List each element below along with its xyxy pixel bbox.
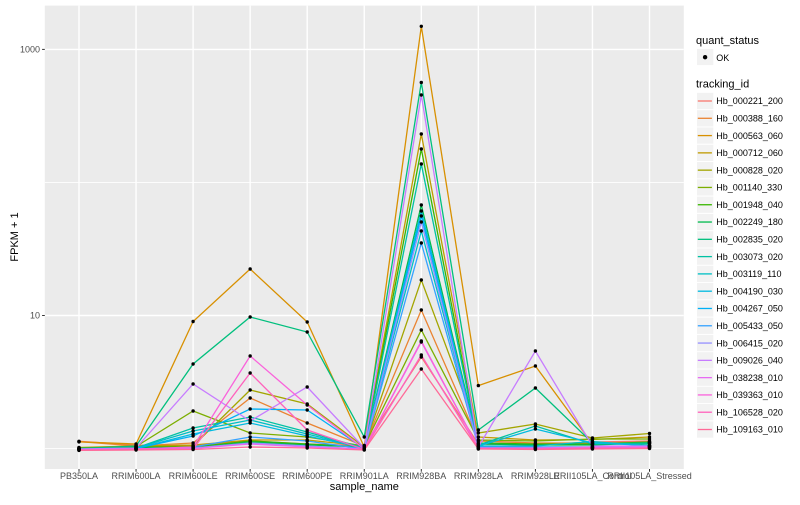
svg-text:Hb_003119_110: Hb_003119_110 — [716, 269, 781, 279]
svg-text:10: 10 — [30, 311, 40, 321]
svg-text:Hb_002835_020: Hb_002835_020 — [716, 235, 783, 245]
svg-text:Hb_006415_020: Hb_006415_020 — [716, 338, 783, 348]
svg-text:Hb_038238_010: Hb_038238_010 — [716, 373, 783, 383]
svg-text:Hb_005433_050: Hb_005433_050 — [716, 321, 783, 331]
svg-text:OK: OK — [716, 53, 729, 63]
svg-text:RRIM600PE: RRIM600PE — [282, 471, 332, 481]
svg-text:Hb_001948_040: Hb_001948_040 — [716, 200, 783, 210]
svg-text:quant_status: quant_status — [696, 35, 759, 47]
svg-text:Hb_004190_030: Hb_004190_030 — [716, 286, 783, 296]
svg-text:Hb_000712_060: Hb_000712_060 — [716, 148, 783, 158]
svg-text:FPKM + 1: FPKM + 1 — [9, 212, 21, 261]
svg-text:Hb_000221_200: Hb_000221_200 — [716, 96, 783, 106]
svg-text:Hb_039363_010: Hb_039363_010 — [716, 390, 783, 400]
svg-text:RRIM600LA: RRIM600LA — [112, 471, 161, 481]
svg-text:Hb_009026_040: Hb_009026_040 — [716, 356, 783, 366]
svg-text:RRII105LA_Stressed: RRII105LA_Stressed — [607, 471, 692, 481]
svg-text:RRIM928BA: RRIM928BA — [396, 471, 446, 481]
svg-text:PB350LA: PB350LA — [60, 471, 98, 481]
svg-text:Hb_109163_010: Hb_109163_010 — [716, 425, 783, 435]
svg-text:Hb_000828_020: Hb_000828_020 — [716, 165, 783, 175]
svg-text:Hb_000563_060: Hb_000563_060 — [716, 131, 783, 141]
svg-text:Hb_106528_020: Hb_106528_020 — [716, 407, 783, 417]
svg-text:sample_name: sample_name — [330, 481, 399, 493]
svg-text:RRIM901LA: RRIM901LA — [340, 471, 389, 481]
svg-text:1000: 1000 — [20, 45, 40, 55]
svg-text:Hb_002249_180: Hb_002249_180 — [716, 217, 783, 227]
svg-text:RRII105LA_Control: RRII105LA_Control — [553, 471, 631, 481]
svg-text:Hb_004267_050: Hb_004267_050 — [716, 304, 783, 314]
svg-text:RRIM600LE: RRIM600LE — [169, 471, 218, 481]
svg-text:RRIM928LA: RRIM928LA — [454, 471, 503, 481]
svg-text:RRIM600SE: RRIM600SE — [225, 471, 275, 481]
svg-text:tracking_id: tracking_id — [696, 79, 749, 91]
svg-text:Hb_003073_020: Hb_003073_020 — [716, 252, 783, 262]
svg-text:Hb_001140_330: Hb_001140_330 — [716, 183, 782, 193]
svg-text:Hb_000388_160: Hb_000388_160 — [716, 113, 783, 123]
svg-text:RRIM928LE: RRIM928LE — [511, 471, 560, 481]
